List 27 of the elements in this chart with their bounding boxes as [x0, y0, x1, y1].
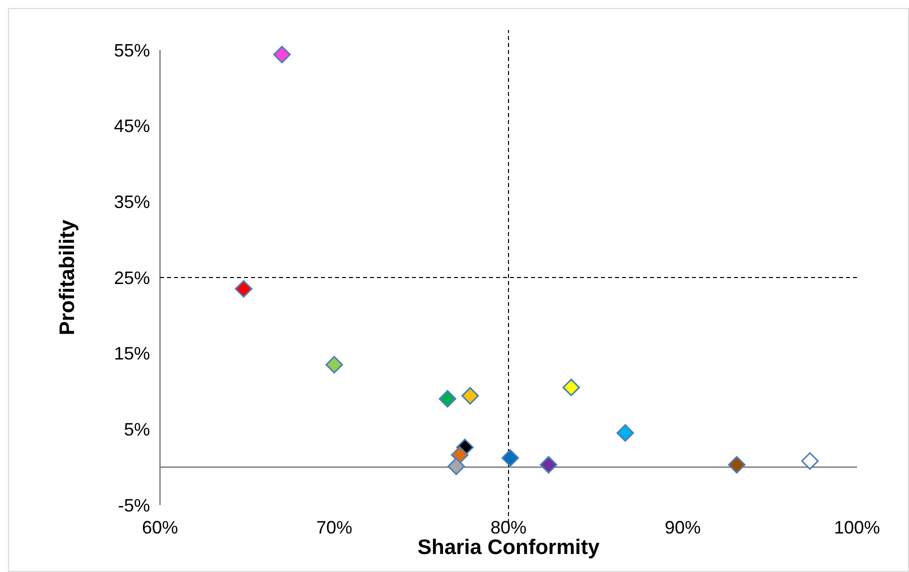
point [273, 46, 291, 64]
point [801, 452, 819, 470]
point [438, 390, 456, 408]
point [540, 456, 558, 474]
y-tick-label: 35% [114, 192, 150, 212]
y-axis-title: Profitability [56, 219, 79, 336]
x-tick-label: 100% [834, 517, 880, 538]
point [326, 356, 343, 374]
y-tick-label: 25% [114, 268, 150, 288]
y-tick-label: 5% [124, 419, 150, 440]
y-tick-label: 55% [114, 40, 150, 60]
y-tick-label: 45% [114, 116, 150, 136]
point [447, 458, 465, 476]
x-tick-label: 70% [316, 517, 352, 538]
point [562, 378, 580, 396]
point [728, 456, 746, 474]
x-axis-title: Sharia Conformity [417, 536, 600, 559]
x-tick-label: 90% [664, 517, 701, 538]
y-tick-label: -5% [118, 495, 150, 516]
point [234, 280, 252, 298]
point [616, 424, 634, 442]
x-tick-label: 80% [490, 517, 527, 538]
point [501, 449, 519, 467]
point [461, 387, 479, 405]
point [450, 446, 468, 464]
y-tick-label: 15% [114, 344, 150, 364]
x-tick-label: 60% [142, 517, 178, 538]
